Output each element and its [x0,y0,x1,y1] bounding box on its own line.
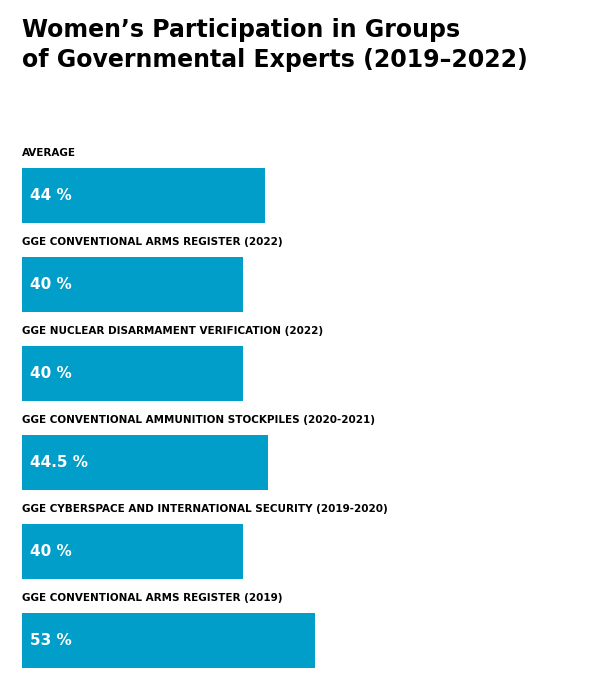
Text: GGE CONVENTIONAL ARMS REGISTER (2022): GGE CONVENTIONAL ARMS REGISTER (2022) [22,237,282,247]
Text: 44 %: 44 % [30,188,72,203]
Bar [22,613,314,668]
Text: GGE CYBERSPACE AND INTERNATIONAL SECURITY (2019-2020): GGE CYBERSPACE AND INTERNATIONAL SECURIT… [22,504,388,514]
Bar [22,346,243,401]
Bar [22,257,243,312]
Text: 40 %: 40 % [30,366,72,381]
Text: 40 %: 40 % [30,544,72,559]
Text: GGE NUCLEAR DISARMAMENT VERIFICATION (2022): GGE NUCLEAR DISARMAMENT VERIFICATION (20… [22,326,323,336]
Text: GGE CONVENTIONAL ARMS REGISTER (2019): GGE CONVENTIONAL ARMS REGISTER (2019) [22,593,282,603]
Text: 53 %: 53 % [30,633,72,648]
Text: AVERAGE: AVERAGE [22,148,76,158]
Bar [22,524,243,579]
Text: 40 %: 40 % [30,277,72,292]
Text: Women’s Participation in Groups
of Governmental Experts (2019–2022): Women’s Participation in Groups of Gover… [22,18,527,72]
Bar [22,168,265,223]
Text: GGE CONVENTIONAL AMMUNITION STOCKPILES (2020-2021): GGE CONVENTIONAL AMMUNITION STOCKPILES (… [22,415,375,425]
Bar [22,435,268,490]
Text: 44.5 %: 44.5 % [30,455,88,470]
